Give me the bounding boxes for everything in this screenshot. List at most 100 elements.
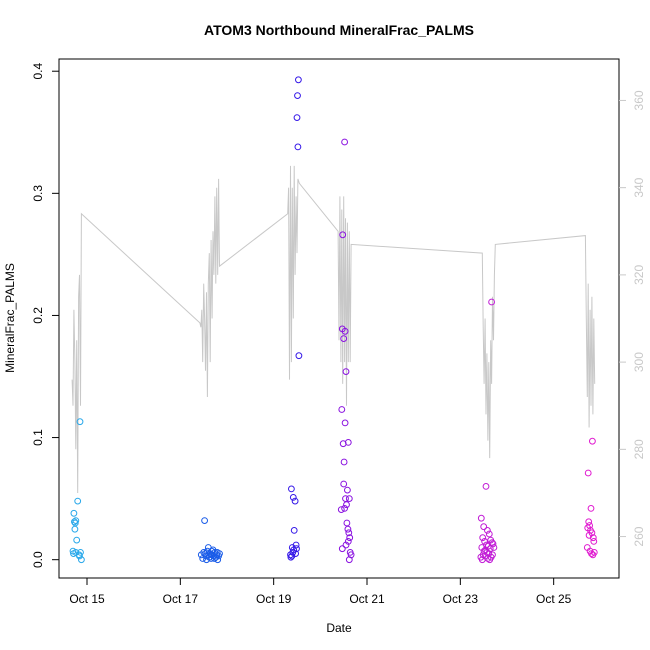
x-tick-label: Oct 17: [163, 592, 199, 606]
data-point: [480, 547, 488, 555]
data-point: [490, 544, 498, 551]
series-4: [337, 138, 355, 564]
data-point: [294, 92, 301, 99]
y2-tick-label: 360: [632, 90, 646, 110]
data-point: [585, 531, 593, 539]
data-point: [289, 494, 297, 501]
data-point: [338, 406, 346, 413]
data-point: [584, 469, 592, 477]
data-point: [293, 114, 301, 121]
data-point: [201, 517, 209, 524]
series-6: [583, 437, 598, 559]
data-point: [339, 231, 347, 239]
data-point: [344, 486, 351, 494]
data-point: [346, 534, 354, 542]
data-point: [342, 368, 350, 376]
data-point: [340, 480, 348, 488]
data-point: [295, 352, 303, 360]
data-point: [481, 538, 489, 545]
data-point: [340, 458, 348, 466]
data-point: [76, 552, 83, 560]
y-axis-label: MineralFrac_PALMS: [3, 263, 17, 373]
data-point: [590, 549, 598, 556]
data-point: [341, 505, 349, 512]
y-axis-right: 260 280 300 320 340 360: [619, 90, 646, 547]
data-point: [589, 437, 596, 445]
y2-tick-label: 260: [632, 526, 646, 546]
x-axis-label: Date: [326, 621, 352, 635]
data-point: [71, 525, 79, 533]
data-point: [341, 327, 349, 335]
series-3: [287, 76, 303, 561]
data-point: [74, 497, 82, 505]
x-tick-label: Oct 15: [69, 592, 105, 606]
x-axis: Oct 15 Oct 17 Oct 19 Oct 21 Oct 23 Oct 25: [69, 578, 572, 606]
x-tick-label: Oct 23: [443, 592, 479, 606]
secondary-series-line: [71, 165, 596, 494]
data-point: [590, 538, 598, 545]
data-point: [211, 555, 218, 562]
data-point: [70, 509, 78, 517]
x-tick-label: Oct 21: [349, 592, 385, 606]
data-point: [477, 514, 485, 522]
data-point: [345, 495, 353, 503]
y-tick-label: 0.0: [31, 551, 45, 568]
data-point: [78, 556, 85, 564]
data-point: [480, 523, 488, 531]
data-point: [479, 534, 487, 542]
data-point: [201, 550, 209, 557]
data-point: [342, 541, 350, 549]
data-point: [77, 549, 84, 556]
data-point: [344, 525, 352, 533]
data-point: [287, 553, 295, 561]
data-point: [340, 335, 348, 343]
data-point: [478, 556, 486, 564]
data-point: [486, 556, 494, 564]
series-2: [197, 517, 223, 564]
data-point: [295, 76, 302, 84]
data-point: [344, 538, 352, 545]
series-5: [477, 298, 498, 564]
data-point: [484, 527, 491, 534]
x-tick-label: Oct 25: [536, 592, 572, 606]
y2-tick-label: 340: [632, 177, 646, 197]
data-point: [69, 547, 77, 555]
data-point: [71, 518, 78, 526]
data-point: [291, 497, 299, 505]
data-point: [73, 536, 81, 544]
y-tick-label: 0.4: [31, 63, 45, 80]
data-point: [288, 485, 295, 493]
data-point: [213, 549, 221, 556]
data-point: [214, 556, 222, 564]
data-point: [294, 143, 302, 151]
chart-title: ATOM3 Northbound MineralFrac_PALMS: [204, 22, 474, 38]
data-point: [292, 550, 300, 557]
data-point: [293, 545, 300, 553]
y-tick-label: 0.1: [31, 429, 45, 446]
data-point: [344, 439, 352, 446]
secondary-line-layer: [71, 165, 596, 494]
data-point: [482, 483, 490, 490]
data-point: [337, 506, 345, 514]
data-point: [343, 501, 350, 509]
y2-tick-label: 320: [632, 265, 646, 285]
data-point: [72, 517, 80, 524]
y-tick-label: 0.2: [31, 307, 45, 324]
data-point: [338, 545, 346, 553]
data-point: [341, 419, 349, 427]
data-point: [485, 530, 493, 538]
y-tick-label: 0.3: [31, 185, 45, 202]
x-tick-label: Oct 19: [256, 592, 292, 606]
data-point: [488, 298, 496, 306]
data-point: [587, 505, 595, 512]
series-1: [69, 418, 85, 564]
data-point: [489, 551, 496, 559]
y2-tick-label: 300: [632, 352, 646, 372]
data-point: [76, 418, 84, 426]
y-axis-left: 0.0 0.1 0.2 0.3 0.4: [31, 63, 59, 568]
data-point: [290, 527, 298, 534]
data-point: [345, 529, 353, 537]
points-layer: [69, 76, 598, 564]
data-point: [343, 519, 351, 527]
